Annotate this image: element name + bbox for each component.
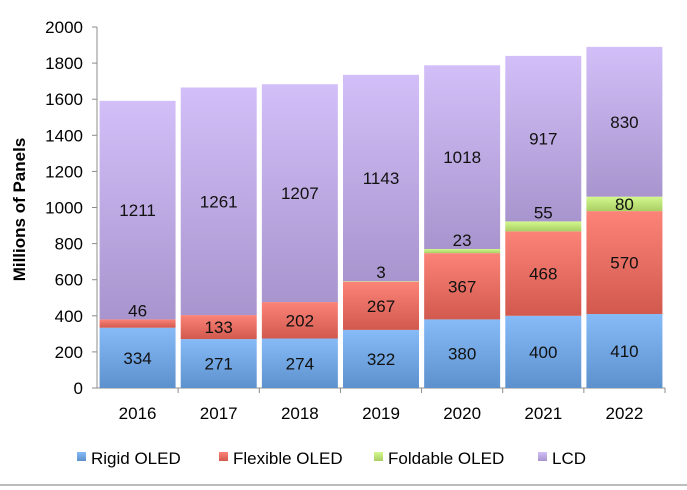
x-tick-label-2019: 2019 [362,404,400,423]
data-label-rigid-oled-2020: 380 [448,345,476,364]
data-label-flexible-oled-2022: 570 [610,254,638,273]
data-label-lcd-2020: 1018 [443,148,481,167]
legend-label-lcd: LCD [552,449,586,468]
data-label-foldable-oled-2022: 80 [615,195,634,214]
y-tick-label: 1000 [45,199,83,218]
legend-swatch-rigid-oled [77,452,86,461]
legend-swatch-lcd [538,452,547,461]
data-label-flexible-oled-2018: 202 [286,311,314,330]
bar-rigid-oled-2022 [586,313,663,388]
axis-layer: 0 200 400 600 800 1000 1200 1400 1600 1800 2000 Mil… [0,18,687,486]
data-label-lcd-2021: 917 [529,130,557,149]
data-label-flexible-oled-2020: 367 [448,277,476,296]
bar-foldable-oled-2022 [586,196,663,212]
legend-label-foldable-oled: Foldable OLED [388,449,504,468]
y-tick-label: 600 [55,271,83,290]
bar-rigid-oled-2018 [261,338,338,388]
bar-flexible-oled-2016 [99,319,176,328]
y-tick-label: 0 [74,379,83,398]
data-label-rigid-oled-2022: 410 [610,342,638,361]
data-label-flexible-oled-2019: 267 [367,297,395,316]
bar-layer [99,46,663,388]
bar-flexible-oled-2018 [261,302,338,339]
legend-swatch-foldable-oled [374,452,383,461]
data-label-rigid-oled-2016: 334 [123,349,151,368]
y-tick-label: 1600 [45,90,83,109]
y-tick-label: 400 [55,307,83,326]
y-tick-label: 1800 [45,54,83,73]
data-label-rigid-oled-2019: 322 [367,350,395,369]
data-label-foldable-oled-2019: 3 [376,263,385,282]
bar-rigid-oled-2019 [343,329,419,388]
x-tick-label-2020: 2020 [443,404,481,423]
bar-lcd-2017 [180,87,257,316]
x-tick-label-2022: 2022 [606,404,644,423]
bar-rigid-oled-2020 [424,319,501,388]
data-label-layer: 334 46 1211 271 133 1261 274 202 1207 322 267 3 1143… [119,113,638,374]
data-label-lcd-2019: 1143 [363,169,400,188]
y-tick-label: 800 [55,235,83,254]
bar-flexible-oled-2022 [586,211,663,314]
data-label-foldable-oled-2020: 23 [453,231,472,250]
data-label-foldable-oled-2021: 55 [534,203,553,222]
bar-foldable-oled-2020 [424,249,501,254]
bar-lcd-2019 [343,74,419,282]
data-label-lcd-2018: 1207 [281,184,319,203]
data-label-rigid-oled-2017: 271 [205,355,233,374]
bar-foldable-oled-2019 [343,281,419,282]
x-tick-label-2016: 2016 [119,404,157,423]
legend-label-rigid-oled: Rigid OLED [91,449,181,468]
bar-lcd-2016 [99,100,176,320]
data-label-lcd-2022: 830 [610,113,638,132]
bar-rigid-oled-2016 [99,327,176,388]
bar-lcd-2022 [586,46,663,197]
data-label-flexible-oled-2021: 468 [529,265,557,284]
y-tick-label: 2000 [45,18,83,37]
bar-rigid-oled-2021 [505,315,582,388]
x-tick-label-2021: 2021 [524,404,562,423]
data-label-rigid-oled-2021: 400 [529,343,557,362]
bar-rigid-oled-2017 [180,339,257,388]
bar-lcd-2020 [424,65,501,250]
y-axis-title: Millions of Panels [10,138,29,282]
y-tick-label: 1200 [45,162,83,181]
data-label-lcd-2016: 1211 [119,201,156,220]
bar-foldable-oled-2021 [505,221,582,232]
data-label-flexible-oled-2017: 133 [205,318,233,337]
data-label-rigid-oled-2018: 274 [286,354,314,373]
bar-flexible-oled-2021 [505,231,582,316]
data-label-lcd-2017: 1261 [200,192,238,211]
legend-swatch-flexible-oled [219,452,228,461]
y-tick-label: 1400 [45,126,83,145]
data-label-flexible-oled-2016: 46 [128,301,147,320]
x-tick-label-2018: 2018 [281,404,319,423]
legend-label-flexible-oled: Flexible OLED [233,449,343,468]
bar-flexible-oled-2017 [180,315,257,340]
y-tick-label: 200 [55,343,83,362]
bar-flexible-oled-2020 [424,253,501,320]
legend: Rigid OLED Flexible OLED Foldable OLED LCD [77,449,586,468]
bar-lcd-2018 [261,84,338,303]
bar-lcd-2021 [505,55,582,222]
x-tick-label-2017: 2017 [200,404,238,423]
bar-flexible-oled-2019 [343,281,419,330]
